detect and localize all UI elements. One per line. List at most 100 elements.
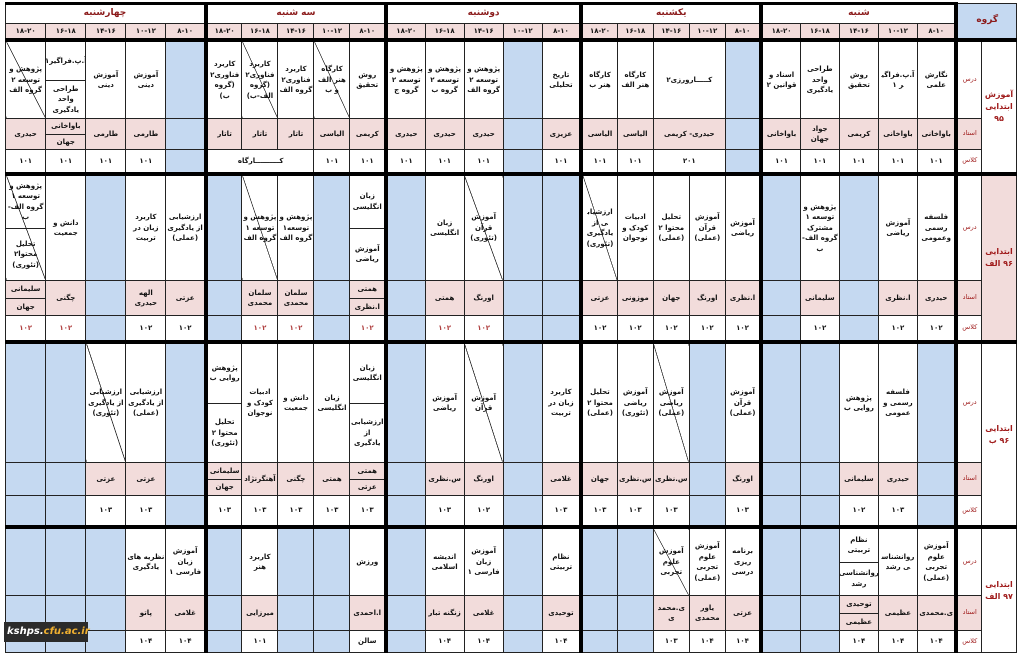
teacher-cell: عظیمی <box>877 595 918 631</box>
course-cell: کـــــارورزی۲ <box>652 38 726 119</box>
empty-slot <box>4 525 47 596</box>
time-slot-header: ۱۸-۲۰ <box>580 23 618 41</box>
teacher-name: توحیدی <box>846 600 872 608</box>
room-cell: ۱۰۱ <box>45 149 87 175</box>
course-cell: پژوهش روایی ب <box>838 340 879 463</box>
empty-slot <box>541 280 584 316</box>
course-cell: نظریه های یادگیری <box>125 525 167 596</box>
empty-slot <box>724 38 764 119</box>
room-cell: ۱۰۳ <box>652 495 690 528</box>
group-name: آموزش ابتدایی ۹۵ <box>980 38 1018 175</box>
room-cell: ۱۰۱ <box>4 149 47 175</box>
course-cell: آموزش زبان فارسی ۱ <box>463 525 504 596</box>
empty-slot <box>616 525 654 596</box>
day-header: یکشنبه <box>580 2 764 24</box>
empty-slot <box>205 172 243 281</box>
teacher-cell: چگنی <box>277 462 315 496</box>
room-cell: ۱۰۲ <box>125 315 167 343</box>
time-slot-header: ۱۰-۱۲ <box>313 23 351 41</box>
room-cell: ۱۰۱ <box>760 149 801 175</box>
teacher-cell: غلامی <box>463 595 504 631</box>
room-cell: سالن <box>349 630 389 653</box>
course-cell: زبان انگلیسی <box>313 340 351 463</box>
empty-slot <box>616 595 654 631</box>
teacher-cell: همتی عزتی <box>349 462 389 496</box>
empty-slot <box>313 280 351 316</box>
teacher-cell: حیدری <box>424 118 465 150</box>
teacher-cell: سلمان محمدی <box>241 280 279 316</box>
teacher-cell: عزتی <box>165 280 208 316</box>
course-cell: آموزش زبان فارسی ۱ <box>165 525 208 596</box>
teacher-cell: باواخانی <box>760 118 801 150</box>
group-name: ابتدایی ۹۷ الف <box>980 525 1018 653</box>
course-cell: زبان انگلیسی آموزش ریاضی <box>349 172 389 281</box>
day-header: چهارشنبه <box>4 2 208 24</box>
room-cell: ۱۰۲ <box>463 495 504 528</box>
course-cell: آموزش ریاضی (تئوری) <box>616 340 654 463</box>
course-cell: آ.پ.فراگیر ۱ <box>877 38 918 119</box>
teacher-cell: باواخانی <box>877 118 918 150</box>
room-cell: ۱۰۳ <box>580 495 618 528</box>
empty-slot <box>85 595 127 631</box>
teacher-name: جهان <box>207 478 241 495</box>
empty-slot <box>502 595 543 631</box>
empty-slot <box>502 172 543 281</box>
room-cell: ۱۰۳ <box>313 495 351 528</box>
teacher-cell: اورنگ <box>688 280 726 316</box>
course-name: طراحی واحد یادگیری <box>46 79 85 118</box>
teacher-cell: ا.نظری <box>724 280 764 316</box>
empty-slot <box>916 340 959 463</box>
teacher-cell: س.نظری <box>616 462 654 496</box>
course-cell: پژوهش روایی ب تحلیل محتوا ۲ (تئوری) <box>205 340 243 463</box>
room-cell: ۱۰۳ <box>349 495 389 528</box>
empty-slot <box>205 595 243 631</box>
room-cell: ۱۰۱ <box>349 149 389 175</box>
teacher-cell: غلامی <box>165 595 208 631</box>
course-name: پژوهش و توسعه ۱ گروه الف- ب <box>7 181 44 222</box>
teacher-cell: کریمی <box>838 118 879 150</box>
day-header: شنبه <box>760 2 959 24</box>
room-cell: ۱۰۳ <box>125 495 167 528</box>
course-cell: پژوهش و توسعه ۱ گروه الف <box>241 172 279 281</box>
room-cell: ۱۰۲ <box>277 315 315 343</box>
empty-slot <box>45 525 87 596</box>
time-slot-header: ۸-۱۰ <box>165 23 208 41</box>
room-cell: ۱۰۲ <box>838 495 879 528</box>
teacher-name: سلیمانی <box>209 466 240 475</box>
time-slot-header: ۱۰-۱۲ <box>688 23 726 41</box>
room-cell: ۱۰۱ <box>616 149 654 175</box>
course-cell: طراحی واحد یادگیری <box>799 38 840 119</box>
teacher-name: همتی <box>357 466 378 475</box>
time-slot-header: ۱۶-۱۸ <box>799 23 840 41</box>
empty-slot <box>385 340 426 463</box>
course-cell: کارگاه هنر الف و ب <box>313 38 351 119</box>
course-cell: برنامه ریزی درسی <box>724 525 764 596</box>
teacher-cell: چگنی <box>45 280 87 316</box>
room-cell: ۱۰۱ <box>385 149 426 175</box>
course-cell: آموزش ریاضی <box>877 172 918 281</box>
room-cell: ۱۰۱ <box>85 149 127 175</box>
teacher-cell: حیدری- کریمی <box>652 118 726 150</box>
course-cell: کارگاه هنر الف <box>616 38 654 119</box>
course-cell: ورزش <box>349 525 389 596</box>
row-label-teacher: استاد <box>955 118 982 150</box>
room-cell: ۱۰۲ <box>877 315 918 343</box>
time-slot-header: ۸-۱۰ <box>541 23 584 41</box>
teacher-name-split: سلیمانی جهان <box>6 282 45 315</box>
course-cell: کاربرد هنر <box>241 525 279 596</box>
teacher-cell: حیدری <box>385 118 426 150</box>
empty-slot <box>916 495 959 528</box>
time-slot-header: ۱۴-۱۶ <box>277 23 315 41</box>
course-cell: تحلیل محتوا ۲ (عملی) <box>580 340 618 463</box>
course-cell: ارزشیابی از یادگیری (تئوری) <box>85 340 127 463</box>
room-cell: ۱۰۲ <box>580 315 618 343</box>
teacher-cell: حیدری <box>877 462 918 496</box>
teacher-cell: سلیمانی <box>799 280 840 316</box>
teacher-name: عزتی <box>350 478 382 495</box>
course-cell: دانش و جمعیت <box>277 340 315 463</box>
time-slot-header: ۱۰-۱۲ <box>877 23 918 41</box>
timetable: گروه شنبه یکشنبه دوشنبه سه شنبه چهارشنبه ۸-۱۰ ۱… <box>4 2 1018 653</box>
course-cell: پژوهش و توسعه ۲ گروه ب <box>424 38 465 119</box>
empty-slot <box>4 495 47 528</box>
